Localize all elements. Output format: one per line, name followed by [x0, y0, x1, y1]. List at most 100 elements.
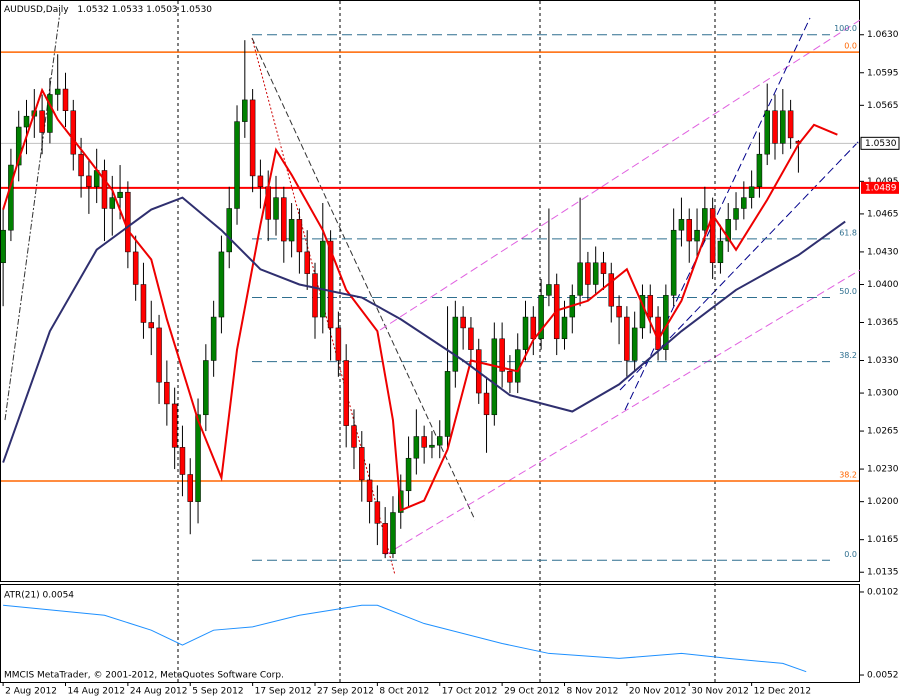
x-tick-label: 30 Nov 2012 [691, 687, 749, 697]
y-tick-label: 1.0165 [867, 535, 899, 545]
candle-body [203, 360, 209, 416]
candle-body [436, 436, 443, 446]
y-tick-label: 1.0495 [867, 177, 899, 187]
x-tick-label: 27 Sep 2012 [317, 687, 374, 697]
candle-body [413, 436, 420, 459]
x-tick-label: 8 Oct 2012 [379, 687, 429, 697]
x-tick-label: 17 Sep 2012 [255, 687, 312, 697]
candle-body [741, 197, 747, 209]
candle-body [140, 284, 147, 323]
candle-body [15, 126, 22, 166]
candle-body [631, 327, 638, 361]
candle-body [405, 457, 412, 492]
candle-body [374, 501, 381, 524]
y-tick-label: 1.0200 [867, 497, 899, 507]
candle-body [109, 197, 116, 209]
support-tag [861, 181, 899, 194]
y-tick-label: 0.0052 [867, 671, 899, 681]
candle-body [359, 447, 365, 481]
y-tick-label: 1.0630 [867, 30, 899, 40]
moving-average [2, 196, 846, 463]
candle-body [429, 444, 435, 448]
y-tick-label: 1.0265 [867, 427, 899, 437]
candle-body [499, 338, 505, 372]
candle-body [756, 153, 763, 188]
chart-title: AUDUSD,Daily 1.0532 1.0533 1.0503 1.0530 [4, 5, 212, 15]
candle-body [249, 99, 256, 177]
moving-average [2, 87, 838, 512]
candle-body [273, 197, 279, 220]
copyright: MMCIS MetaTrader, © 2001-2012, MetaQuote… [4, 671, 284, 681]
candle-body [694, 229, 700, 242]
candle-body [171, 403, 178, 448]
candle-body [561, 316, 568, 340]
candle-body [257, 175, 264, 188]
x-tick-label: 24 Aug 2012 [130, 687, 188, 697]
candle-body [288, 219, 295, 242]
candle-body [772, 110, 778, 144]
candle-body [452, 316, 459, 372]
candle-body [86, 175, 92, 188]
candle-body [101, 170, 108, 209]
candle-body [296, 219, 303, 253]
level-label: 50.0 [839, 287, 857, 296]
candle-body [148, 322, 155, 329]
candle-body [577, 262, 583, 296]
symbol: AUDUSD,Daily [4, 5, 69, 15]
quote-open: 1.0532 [77, 5, 109, 15]
main-panel [0, 0, 860, 582]
level-label: 61.8 [839, 228, 857, 237]
candle-body [234, 121, 240, 209]
x-tick-label: 14 Aug 2012 [67, 687, 125, 697]
candle-body [787, 110, 794, 139]
candle-body [312, 273, 318, 318]
candle-body [670, 229, 677, 296]
candle-body [608, 273, 615, 307]
trend-line [4, 11, 61, 421]
candle-body [218, 251, 225, 318]
candle-body [491, 338, 498, 416]
y-tick-label: 1.0300 [867, 389, 899, 399]
level-label: 0.0 [844, 42, 857, 51]
candle-body [47, 94, 53, 133]
y-tick-label: 1.0430 [867, 247, 899, 257]
candle-body [655, 316, 661, 350]
candle-body [304, 251, 310, 274]
candle-body [242, 99, 248, 122]
quote-close: 1.0530 [181, 5, 213, 15]
candle-body [507, 371, 513, 383]
candle-body [780, 110, 786, 144]
x-tick-label: 12 Dec 2012 [754, 687, 812, 697]
candle-body [39, 110, 45, 133]
candle-body [647, 295, 654, 318]
y-tick-label: 1.0135 [867, 568, 899, 578]
candle-body [764, 110, 770, 155]
candle-body [678, 219, 685, 231]
candle-body [78, 153, 84, 177]
support-tag-label: 1.0489 [865, 183, 897, 193]
candle-body [546, 284, 552, 296]
x-tick-label: 8 Nov 2012 [566, 687, 618, 697]
candle-body [616, 305, 622, 318]
y-tick-label: 1.0400 [867, 280, 899, 290]
candle-body [390, 512, 396, 555]
level-label: 0.0 [844, 550, 857, 559]
candle-body [0, 229, 6, 264]
candle-body [164, 381, 170, 405]
x-tick-label: 29 Oct 2012 [504, 687, 560, 697]
candle-body [522, 316, 529, 350]
candle-body [320, 240, 326, 318]
candle-body [592, 262, 599, 285]
candle-body [366, 479, 373, 502]
candle-body [460, 316, 466, 329]
level-label: 38.2 [839, 471, 857, 480]
y-tick-label: 1.0330 [867, 356, 899, 366]
candle-body [733, 208, 739, 220]
candle-body [538, 295, 544, 340]
candle-body [600, 262, 607, 274]
x-tick-label: 17 Oct 2012 [442, 687, 498, 697]
x-tick-label: 20 Nov 2012 [629, 687, 687, 697]
level-label: 38.2 [839, 351, 857, 360]
quote-low: 1.0503 [146, 5, 178, 15]
